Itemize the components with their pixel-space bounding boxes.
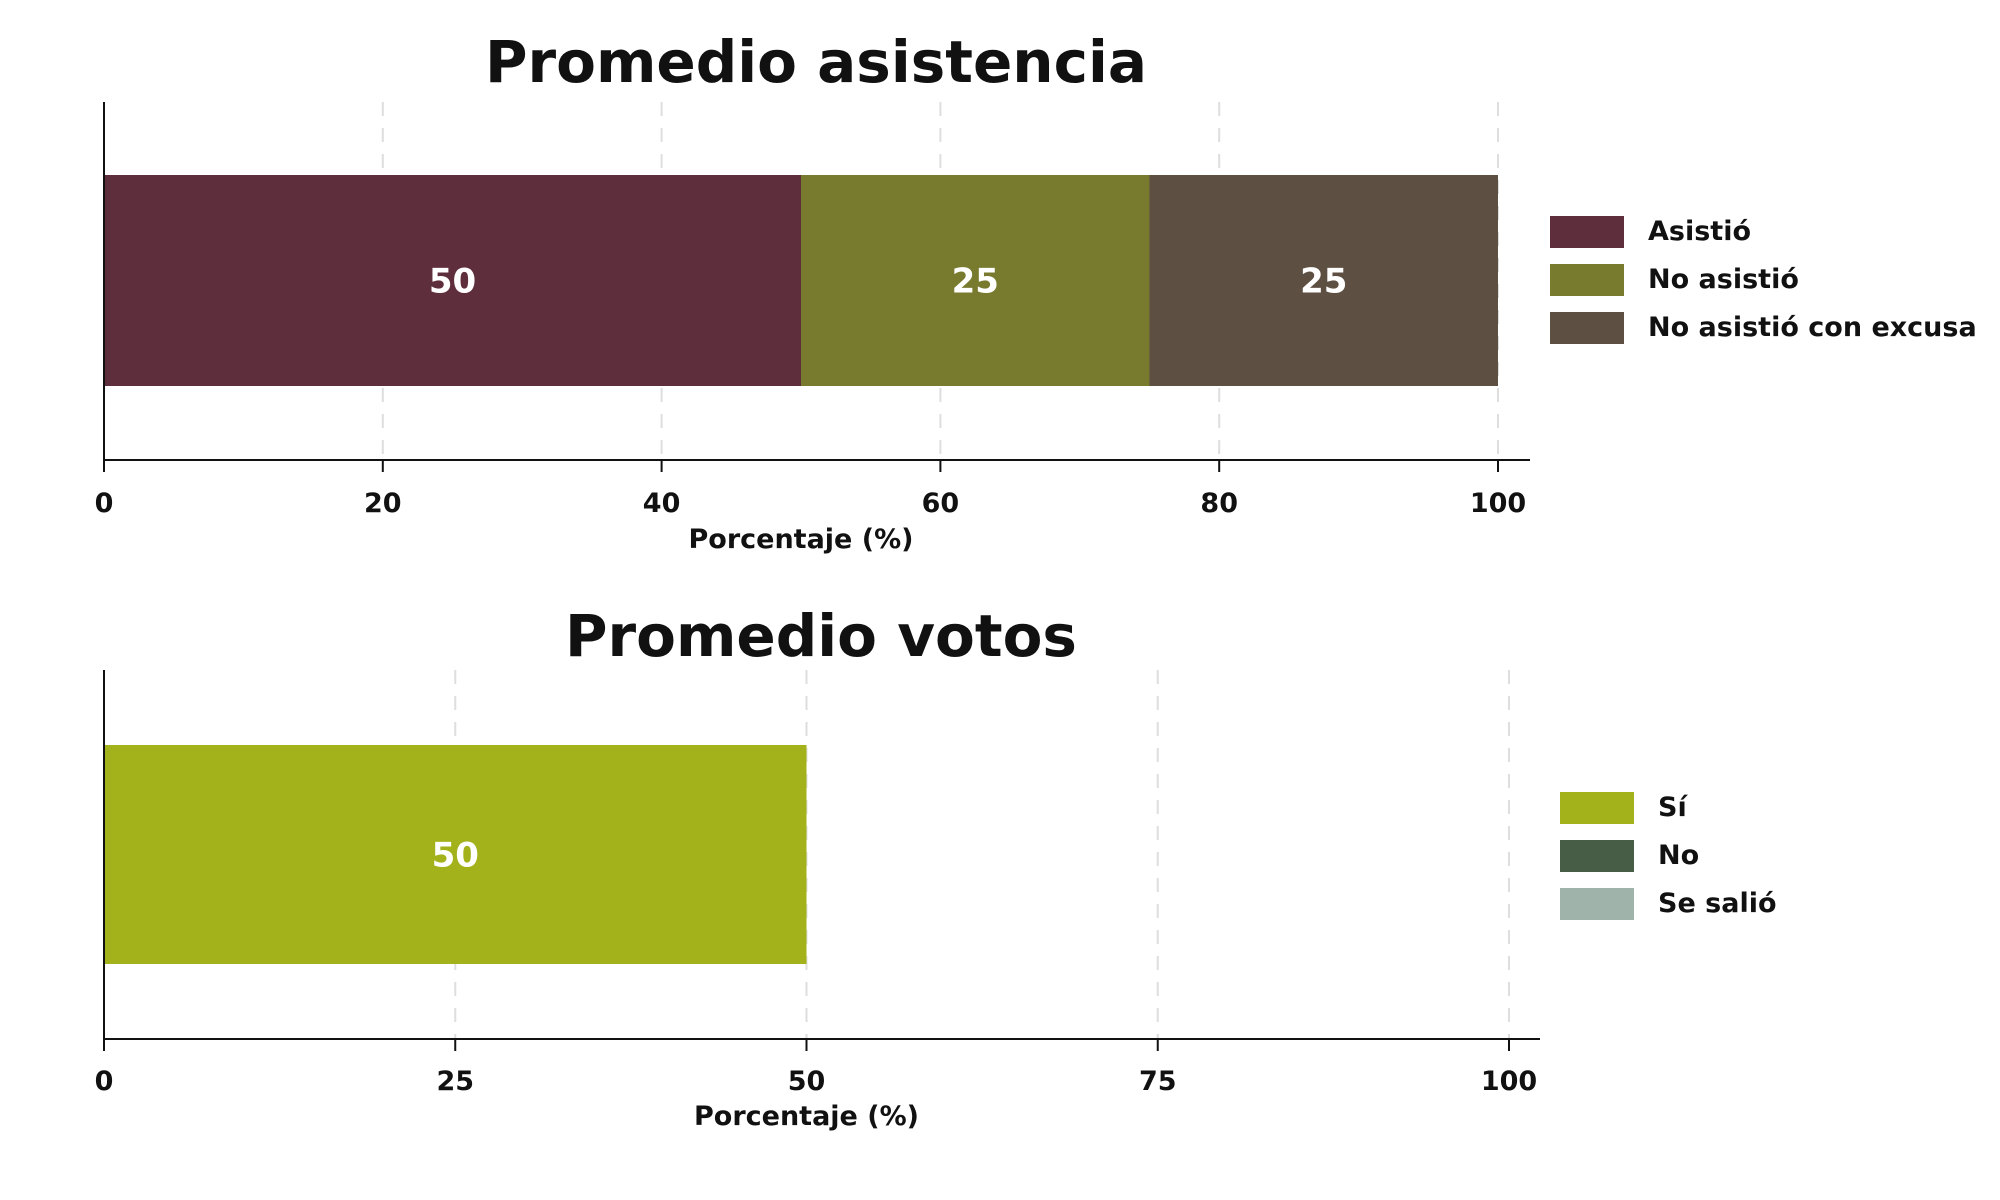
x-tick-label: 0 [95,1066,114,1097]
x-tick-label: 75 [1139,1066,1177,1097]
x-tick-label: 50 [788,1066,826,1097]
legend-label: Sí [1658,792,1687,823]
x-tick-label: 100 [1470,488,1526,519]
x-tick-label: 60 [922,488,960,519]
x-tick-label: 100 [1481,1066,1537,1097]
legend-swatch [1560,840,1634,872]
plot-area: 50 0 25 50 75 100 Porcentaje (%) [95,670,1540,1132]
bar-segment [104,175,801,386]
legend-label: No [1658,840,1700,871]
legend-label: Asistió [1648,216,1752,247]
bar-segment [1149,175,1498,386]
legend-label: No asistió con excusa [1648,312,1977,343]
legend-swatch [1560,792,1634,824]
legend-swatch [1560,888,1634,920]
legend-swatch [1550,216,1624,248]
x-axis-label: Porcentaje (%) [688,524,913,555]
bar-value-label: 25 [952,262,999,302]
chart-title: Promedio asistencia [485,28,1147,96]
legend-swatch [1550,264,1624,296]
bar-segment [104,745,807,964]
chart-title: Promedio votos [565,602,1077,670]
plot-area: 50 25 25 0 20 40 60 80 100 Porcentaje (%) [95,102,1530,555]
x-tick-label: 80 [1200,488,1238,519]
bar-value-label: 50 [429,262,476,302]
chart-asistencia: Promedio asistencia 50 25 25 0 20 40 60 80 100 Po… [0,0,2000,580]
x-tick-label: 40 [643,488,681,519]
legend-label: Se salió [1658,888,1777,919]
x-tick-label: 25 [436,1066,474,1097]
x-tick-label: 0 [95,488,114,519]
legend-label: No asistió [1648,264,1799,295]
legend-swatch [1550,312,1624,344]
x-tick-label: 20 [364,488,402,519]
bar-value-label: 25 [1300,262,1347,302]
x-axis-label: Porcentaje (%) [694,1101,919,1132]
bar-segment [801,175,1150,386]
chart-votos: Promedio votos 50 0 25 50 75 100 Porcentaje (%… [0,580,2000,1200]
bar-value-label: 50 [432,836,479,876]
